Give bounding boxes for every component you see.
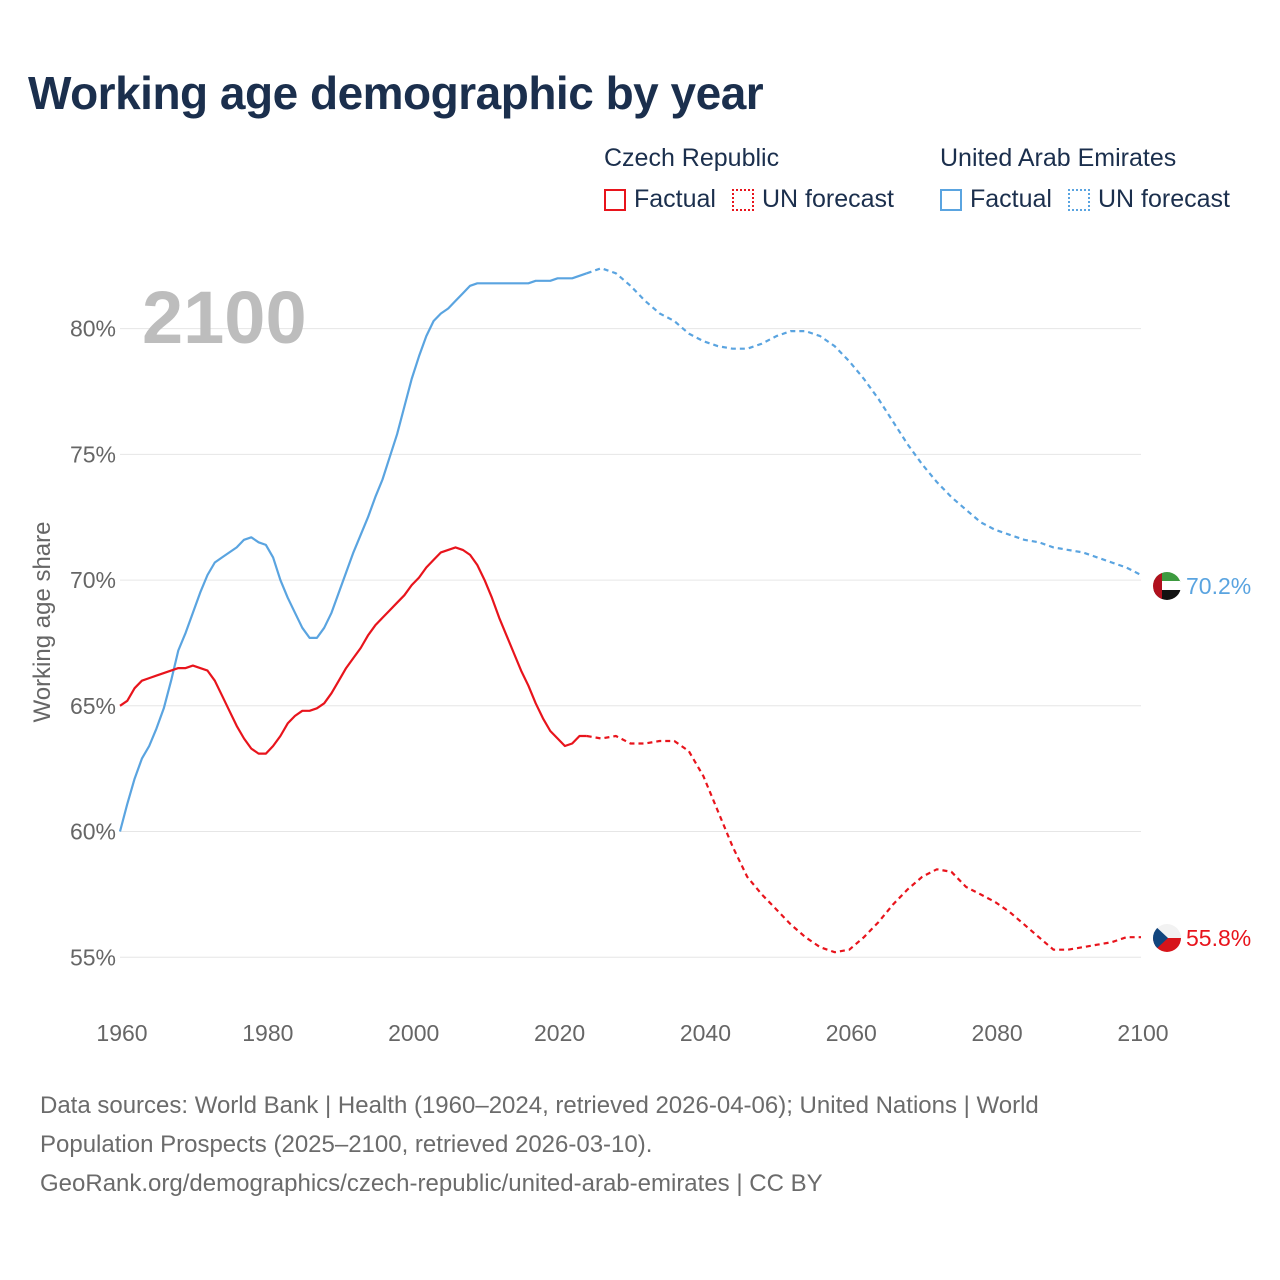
chart-title: Working age demographic by year — [28, 67, 764, 119]
legend-uae-factual-label: Factual — [970, 185, 1052, 213]
legend-swatch-cz-factual — [604, 188, 626, 211]
x-tick-label: 2020 — [534, 1020, 585, 1046]
x-tick-label: 2100 — [1117, 1020, 1168, 1046]
x-tick-label: 2000 — [388, 1020, 439, 1046]
czech-flag-icon — [1153, 924, 1181, 952]
year-watermark: 2100 — [142, 276, 307, 359]
y-tick-label: 55% — [70, 944, 116, 970]
x-axis: 1960 1980 2000 2020 2040 2060 2080 2100 — [96, 1020, 1168, 1046]
legend-uae: United Arab Emirates Factual UN forecast — [940, 144, 1230, 214]
x-tick-label: 2060 — [826, 1020, 877, 1046]
legend-uae-forecast-label: UN forecast — [1097, 185, 1230, 213]
czech-end-value-label: 55.8% — [1186, 925, 1251, 951]
x-tick-label: 2040 — [680, 1020, 731, 1046]
x-tick-label: 2080 — [972, 1020, 1023, 1046]
y-tick-label: 80% — [70, 316, 116, 342]
footer-line-1: Data sources: World Bank | Health (1960–… — [40, 1092, 1039, 1119]
x-tick-label: 1960 — [96, 1020, 147, 1046]
czech-republic-forecast-line — [586, 734, 1141, 954]
y-tick-label: 60% — [70, 819, 116, 845]
footer-line-3[interactable]: GeoRank.org/demographics/czech-republic/… — [40, 1170, 823, 1197]
x-tick-label: 1980 — [242, 1020, 293, 1046]
y-axis: 55% 60% 65% 70% 75% 80% — [70, 316, 116, 971]
legend-swatch-uae-factual — [940, 188, 962, 211]
footer-line-2: Population Prospects (2025–2100, retriev… — [40, 1131, 653, 1158]
legend-swatch-uae-forecast — [1067, 188, 1090, 211]
series-lines — [118, 267, 1142, 954]
legend-cz-forecast-label: UN forecast — [761, 185, 894, 213]
y-tick-label: 65% — [70, 693, 116, 719]
united-arab-emirates-factual-line — [118, 272, 588, 832]
y-axis-title: Working age share — [29, 522, 56, 723]
legend-cz-factual-label: Factual — [634, 185, 716, 213]
y-tick-label: 70% — [70, 567, 116, 593]
czech-republic-factual-line — [119, 546, 587, 755]
legend-country-uae: United Arab Emirates — [940, 144, 1177, 172]
uae-flag-icon — [1153, 572, 1181, 600]
united-arab-emirates-forecast-line — [586, 267, 1142, 576]
line-chart: 2100 55% 60% 65% 70% 75% 80% 1960 1980 2000 2020… — [29, 267, 1251, 1046]
legend-cz-factual[interactable]: Factual — [604, 185, 716, 214]
legend-uae-factual[interactable]: Factual — [940, 185, 1052, 214]
legend-uae-forecast[interactable]: UN forecast — [1067, 185, 1230, 214]
uae-end-value-label: 70.2% — [1186, 573, 1251, 599]
y-tick-label: 75% — [70, 441, 116, 467]
footer-sources: Data sources: World Bank | Health (1960–… — [40, 1086, 1240, 1203]
legend-swatch-cz-forecast — [731, 188, 754, 211]
grid-lines — [120, 328, 1141, 958]
legend-country-czech-republic: Czech Republic — [604, 144, 780, 172]
legend-cz-forecast[interactable]: UN forecast — [731, 185, 894, 214]
legend-czech-republic: Czech Republic Factual UN forecast — [604, 144, 910, 214]
